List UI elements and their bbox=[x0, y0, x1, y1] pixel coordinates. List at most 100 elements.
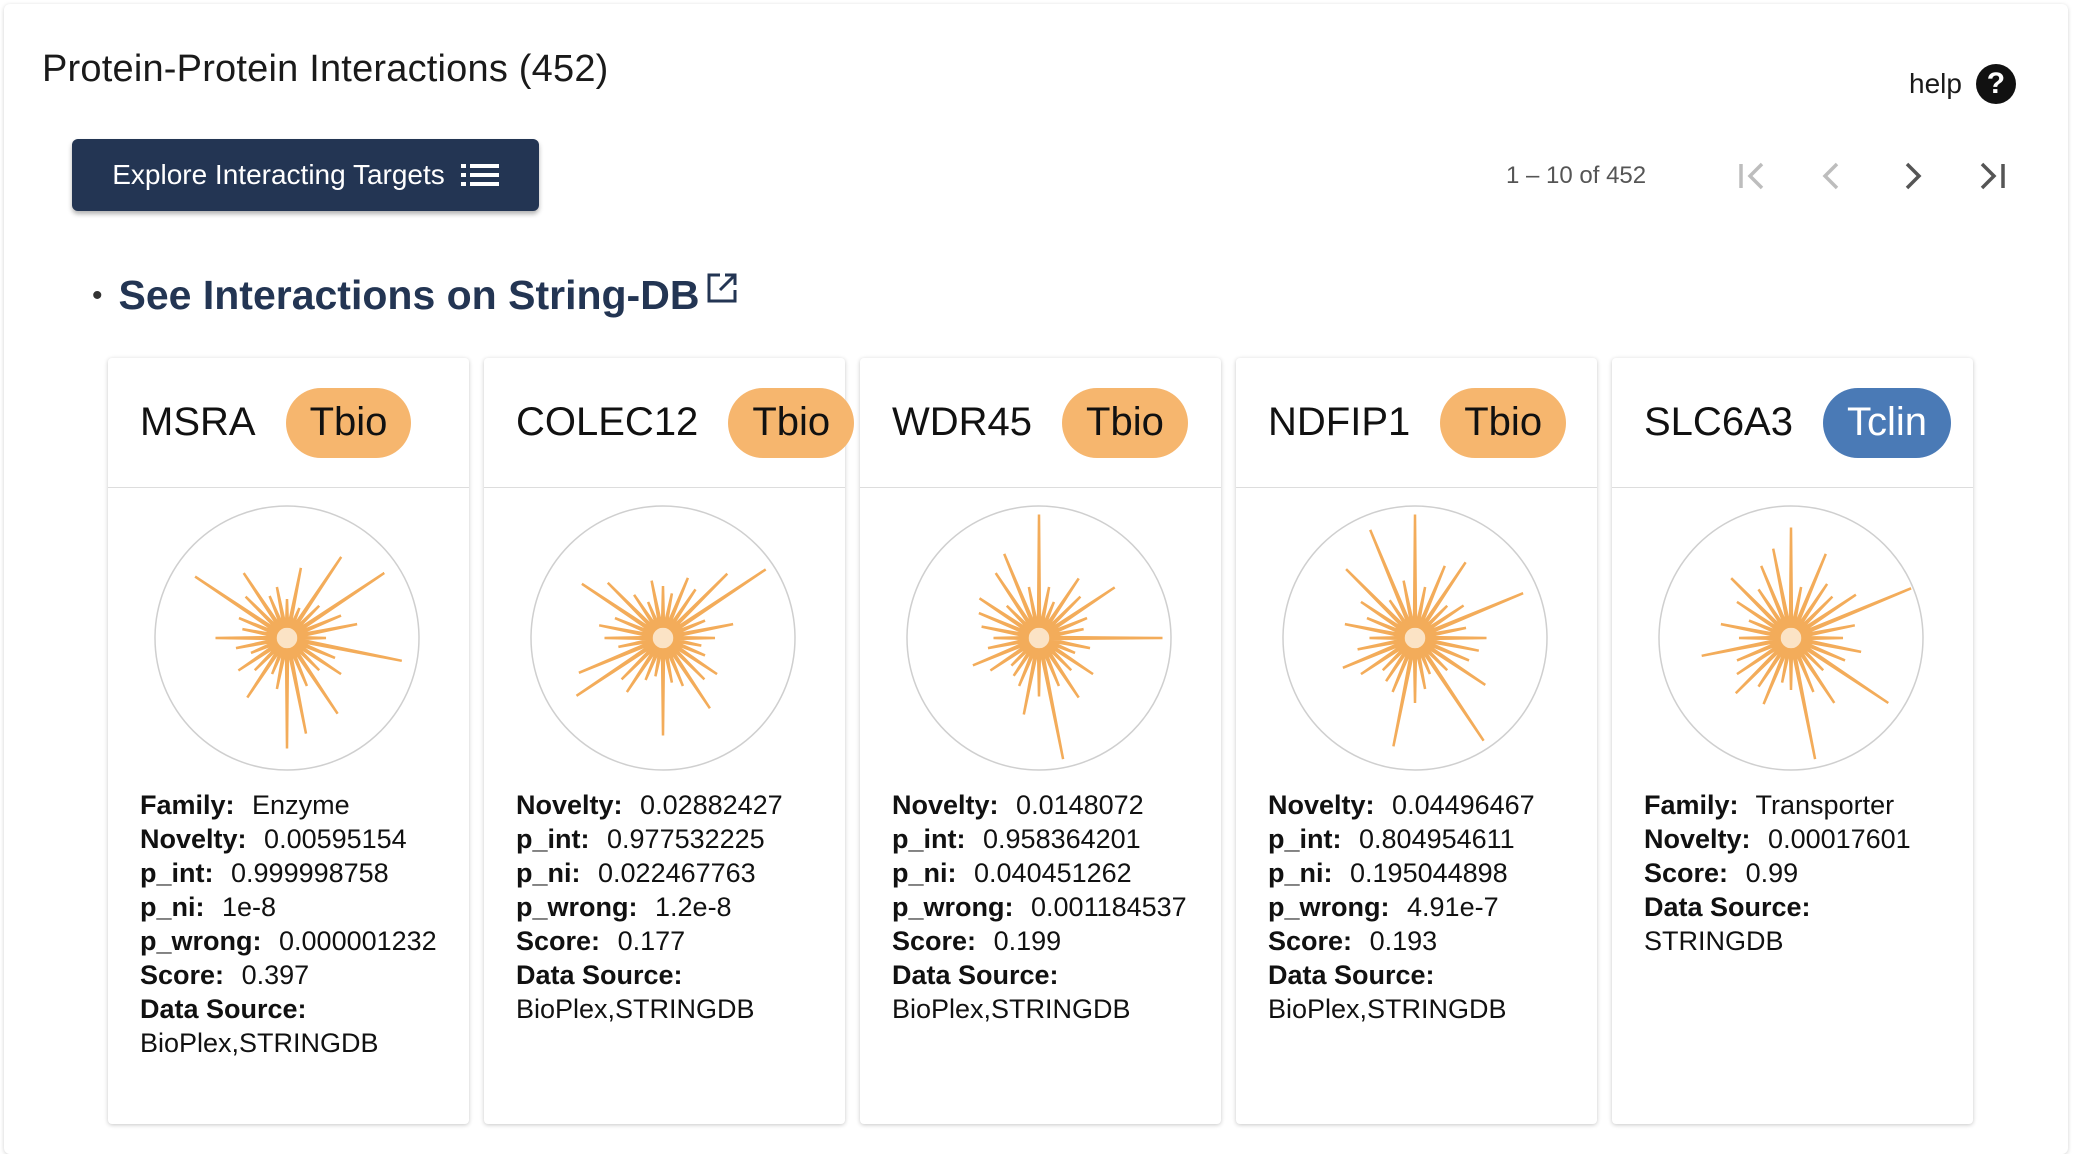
tdl-badge: Tbio bbox=[728, 387, 855, 458]
property-label: Data Source: bbox=[140, 994, 307, 1024]
target-symbol[interactable]: SLC6A3 bbox=[1644, 400, 1793, 444]
property-value: 0.199 bbox=[993, 926, 1062, 956]
property-row: Data Source: BioPlex,STRINGDB bbox=[140, 992, 440, 1060]
property-row: Novelty: 0.02882427 bbox=[516, 788, 816, 822]
target-card-slc6a3[interactable]: SLC6A3 Tclin Family: Transporter Novelty: 0… bbox=[1612, 358, 1973, 1124]
property-label: Family: bbox=[140, 790, 235, 820]
property-label: p_ni: bbox=[892, 858, 957, 888]
target-card-msra[interactable]: MSRA Tbio Family: Enzyme Novelty: 0.0059515… bbox=[108, 358, 469, 1124]
pagination-range: 1 – 10 of 452 bbox=[1506, 162, 1647, 189]
property-label: p_int: bbox=[140, 858, 214, 888]
property-row: Score: 0.193 bbox=[1268, 924, 1568, 958]
tdl-badge: Tclin bbox=[1822, 387, 1952, 458]
radar-shape bbox=[575, 568, 767, 736]
property-label: p_int: bbox=[1268, 824, 1342, 854]
radar-chart bbox=[1282, 505, 1548, 771]
property-value: 0.040451262 bbox=[974, 858, 1132, 888]
property-value: 0.99 bbox=[1745, 858, 1799, 888]
previous-page-button[interactable] bbox=[1808, 152, 1856, 200]
card-header: MSRA Tbio bbox=[108, 358, 469, 488]
property-row: Data Source: STRINGDB bbox=[1644, 890, 1944, 958]
property-value: 0.958364201 bbox=[983, 824, 1141, 854]
radar-outline bbox=[906, 505, 1172, 771]
target-card-wdr45[interactable]: WDR45 Tbio Novelty: 0.0148072 p_int: 0.9583… bbox=[860, 358, 1221, 1124]
target-properties: Family: Transporter Novelty: 0.00017601 Sc… bbox=[1644, 788, 1944, 958]
property-row: Novelty: 0.04496467 bbox=[1268, 788, 1568, 822]
property-row: Novelty: 0.00017601 bbox=[1644, 822, 1944, 856]
property-value: 0.804954611 bbox=[1359, 824, 1515, 854]
property-value: 1e-8 bbox=[222, 892, 277, 922]
property-row: p_wrong: 0.000001232 bbox=[140, 924, 440, 958]
property-row: p_wrong: 0.001184537 bbox=[892, 890, 1192, 924]
property-row: Data Source: BioPlex,STRINGDB bbox=[892, 958, 1192, 1026]
question-circle-icon: ? bbox=[1975, 64, 2016, 104]
property-label: Score: bbox=[1268, 926, 1353, 956]
bullet: • bbox=[92, 278, 103, 312]
property-row: p_wrong: 4.91e-7 bbox=[1268, 890, 1568, 924]
target-symbol[interactable]: NDFIP1 bbox=[1268, 400, 1411, 444]
stringdb-link[interactable]: See Interactions on String-DB bbox=[118, 272, 700, 318]
radar-chart bbox=[1658, 505, 1924, 771]
target-card-ndfip1[interactable]: NDFIP1 Tbio Novelty: 0.04496467 p_int: 0.80… bbox=[1236, 358, 1597, 1124]
property-label: p_wrong: bbox=[140, 926, 262, 956]
last-page-button[interactable] bbox=[1968, 152, 2016, 200]
tdl-badge: Tbio bbox=[1440, 387, 1567, 458]
property-label: p_wrong: bbox=[1268, 892, 1390, 922]
property-label: Novelty: bbox=[1644, 824, 1751, 854]
property-value: 0.04496467 bbox=[1392, 790, 1535, 820]
radar-chart bbox=[530, 505, 796, 771]
property-row: p_ni: 0.040451262 bbox=[892, 856, 1192, 890]
property-value: BioPlex,STRINGDB bbox=[892, 994, 1131, 1024]
property-value: BioPlex,STRINGDB bbox=[140, 1028, 379, 1058]
property-row: Data Source: BioPlex,STRINGDB bbox=[1268, 958, 1568, 1026]
property-row: p_ni: 0.195044898 bbox=[1268, 856, 1568, 890]
property-value: 0.02882427 bbox=[640, 790, 783, 820]
chevron-right-icon bbox=[1905, 162, 1922, 190]
property-row: Novelty: 0.0148072 bbox=[892, 788, 1192, 822]
target-properties: Novelty: 0.0148072 p_int: 0.958364201 p_ni… bbox=[892, 788, 1192, 1026]
property-value: 0.00595154 bbox=[264, 824, 407, 854]
radar-shape bbox=[1701, 527, 1912, 760]
radar-shape bbox=[972, 514, 1163, 760]
property-label: Score: bbox=[1644, 858, 1729, 888]
property-value: 0.195044898 bbox=[1350, 858, 1508, 888]
property-value: Transporter bbox=[1755, 790, 1895, 820]
external-link-icon[interactable] bbox=[705, 271, 739, 305]
help-button[interactable]: help ? bbox=[1909, 62, 2016, 106]
first-page-button[interactable] bbox=[1728, 152, 1776, 200]
property-label: Data Source: bbox=[1644, 892, 1811, 922]
property-value: 0.397 bbox=[241, 960, 310, 990]
property-row: p_int: 0.958364201 bbox=[892, 822, 1192, 856]
property-row: Score: 0.199 bbox=[892, 924, 1192, 958]
card-header: WDR45 Tbio bbox=[860, 358, 1221, 488]
property-label: p_wrong: bbox=[516, 892, 638, 922]
property-value: 0.999998758 bbox=[231, 858, 389, 888]
target-properties: Novelty: 0.02882427 p_int: 0.977532225 p_n… bbox=[516, 788, 816, 1026]
chevron-left-icon bbox=[1822, 162, 1839, 190]
property-value: 0.001184537 bbox=[1031, 892, 1187, 922]
target-card-colec12[interactable]: COLEC12 Tbio Novelty: 0.02882427 p_int: 0.9… bbox=[484, 358, 855, 1124]
explore-button-label: Explore Interacting Targets bbox=[112, 159, 445, 190]
radar-outline bbox=[154, 505, 420, 771]
property-row: p_int: 0.999998758 bbox=[140, 856, 440, 890]
property-row: Score: 0.397 bbox=[140, 958, 440, 992]
property-value: 0.177 bbox=[617, 926, 686, 956]
tdl-badge: Tbio bbox=[1062, 387, 1188, 458]
target-symbol[interactable]: WDR45 bbox=[892, 400, 1033, 444]
property-value: 0.977532225 bbox=[607, 824, 765, 854]
property-label: p_int: bbox=[892, 824, 966, 854]
last-page-icon bbox=[1980, 162, 2005, 190]
card-header: NDFIP1 Tbio bbox=[1236, 358, 1597, 488]
property-label: Novelty: bbox=[516, 790, 623, 820]
property-label: Score: bbox=[140, 960, 225, 990]
explore-interacting-targets-button[interactable]: Explore Interacting Targets bbox=[72, 139, 539, 211]
property-value: 0.193 bbox=[1369, 926, 1438, 956]
target-symbol[interactable]: MSRA bbox=[140, 400, 256, 444]
next-page-button[interactable] bbox=[1888, 152, 1936, 200]
property-value: BioPlex,STRINGDB bbox=[1268, 994, 1507, 1024]
target-symbol[interactable]: COLEC12 bbox=[516, 400, 699, 444]
property-row: Family: Transporter bbox=[1644, 788, 1944, 822]
property-label: Novelty: bbox=[140, 824, 247, 854]
radar-chart bbox=[154, 505, 420, 771]
property-value: BioPlex,STRINGDB bbox=[516, 994, 755, 1024]
